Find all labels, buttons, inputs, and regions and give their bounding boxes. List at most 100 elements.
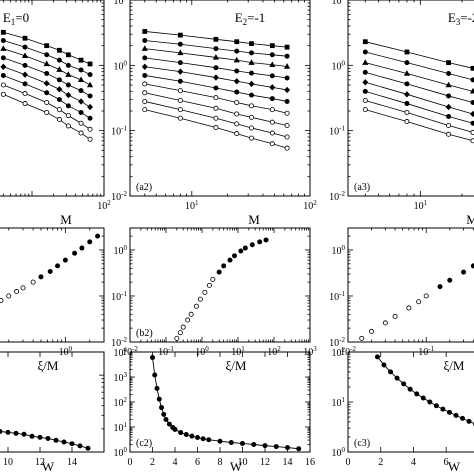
data-point <box>446 70 452 76</box>
data-point <box>78 120 84 126</box>
series-line <box>3 31 91 65</box>
plot-frame <box>347 0 474 197</box>
data-point <box>213 124 219 130</box>
panel-label: (a2) <box>136 182 152 193</box>
data-point <box>200 436 206 442</box>
data-point <box>359 335 365 341</box>
data-point <box>87 61 93 67</box>
data-point <box>141 45 148 51</box>
data-point <box>38 274 44 280</box>
y-tick-label: 103 <box>114 371 128 384</box>
panel-c1: 10 12 14 W <box>0 351 105 474</box>
data-point <box>382 320 388 326</box>
data-point <box>404 60 410 66</box>
data-point <box>142 72 148 78</box>
data-point <box>362 49 368 55</box>
plot-frame <box>129 351 311 453</box>
data-point <box>142 90 148 96</box>
data-point <box>44 90 50 96</box>
panel-label: (c3) <box>354 438 370 449</box>
data-point <box>404 119 410 125</box>
data-point <box>206 282 212 288</box>
data-point <box>284 75 290 81</box>
data-point <box>177 32 183 38</box>
panel-c2: 0 2 4 6 8 10 12 14 16 100 101 102 103 104 (c2) W <box>114 346 316 474</box>
plot-area <box>130 352 310 452</box>
y-tick-label: 10-2 <box>111 336 127 349</box>
data-point <box>87 72 93 78</box>
data-point <box>433 403 439 409</box>
data-point <box>403 91 410 98</box>
y-tick-label: 101 <box>332 396 346 409</box>
data-point <box>239 440 245 446</box>
data-point <box>189 433 195 439</box>
data-point <box>263 237 269 243</box>
data-point <box>193 303 199 309</box>
data-point <box>188 311 194 317</box>
data-point <box>56 107 62 113</box>
data-point <box>177 41 183 47</box>
data-point <box>461 269 467 275</box>
series-line <box>365 100 474 134</box>
data-point <box>234 111 240 117</box>
data-point <box>14 289 20 295</box>
data-point <box>87 239 93 245</box>
data-point <box>416 299 422 305</box>
data-point <box>228 439 234 445</box>
plot-frame <box>129 227 311 343</box>
data-point <box>55 263 61 269</box>
data-point <box>65 91 72 99</box>
data-point <box>273 444 279 450</box>
data-point <box>174 335 180 341</box>
data-point <box>78 57 84 63</box>
series-line <box>365 71 474 104</box>
data-point <box>284 63 291 69</box>
data-point <box>56 66 63 72</box>
data-point <box>87 115 93 121</box>
data-point <box>183 432 189 438</box>
data-point <box>213 95 219 101</box>
data-point <box>142 55 148 61</box>
data-point <box>362 88 368 94</box>
data-point <box>56 96 62 102</box>
data-point <box>440 406 446 412</box>
data-point <box>61 439 67 445</box>
data-point <box>445 103 452 111</box>
y-tick-label: 10-1 <box>329 125 345 138</box>
data-point <box>269 61 276 67</box>
data-point <box>453 412 459 418</box>
panel-label: (c2) <box>136 438 152 449</box>
data-point <box>234 121 240 127</box>
data-point <box>394 375 400 381</box>
data-point <box>177 88 183 94</box>
data-point <box>37 434 43 440</box>
x-axis-label: M <box>60 212 72 227</box>
data-point <box>142 98 148 104</box>
data-point <box>20 285 26 291</box>
data-point <box>446 93 452 99</box>
data-point <box>180 324 186 330</box>
data-point <box>177 330 183 336</box>
x-tick-label: 4 <box>411 457 416 468</box>
data-point <box>172 426 178 432</box>
data-point <box>234 68 240 74</box>
data-point <box>142 29 148 34</box>
x-tick-label: 102 <box>97 199 111 212</box>
series-line <box>365 62 474 93</box>
y-tick-label: 102 <box>332 346 346 359</box>
data-point <box>45 435 51 441</box>
y-tick-label: 101 <box>332 0 346 7</box>
data-point <box>407 386 413 392</box>
data-point <box>178 430 184 436</box>
y-tick-label: 100 <box>114 244 128 257</box>
data-point <box>362 69 368 75</box>
plot-frame <box>347 227 474 343</box>
data-point <box>43 60 50 67</box>
data-point <box>470 65 474 71</box>
data-point <box>233 56 240 63</box>
data-point <box>381 362 387 368</box>
data-point <box>362 59 369 65</box>
data-point <box>177 68 184 75</box>
data-point <box>87 126 93 132</box>
